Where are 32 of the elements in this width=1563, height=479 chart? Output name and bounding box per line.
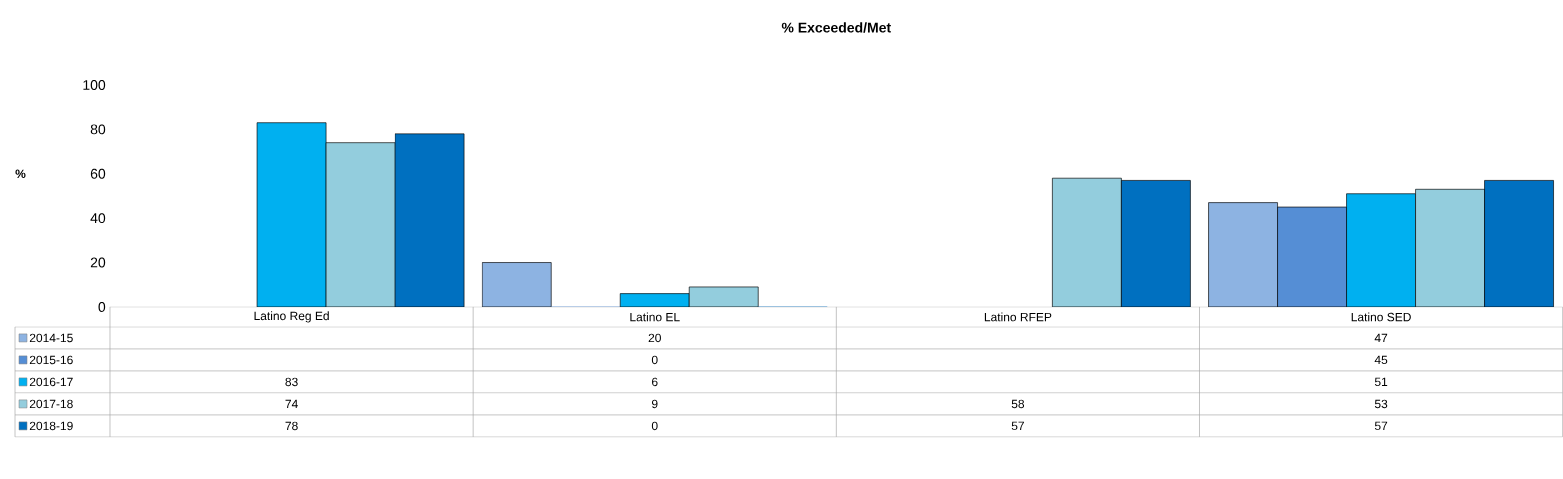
data-label: 51 (1374, 377, 1388, 387)
data-label: 78 (285, 421, 298, 431)
data-label: 74 (285, 399, 298, 409)
legend-label: 2016-17 (29, 377, 73, 387)
chart-title: % Exceeded/Met (781, 22, 891, 33)
x-tick-label: Latino Reg Ed (254, 311, 329, 323)
legend-label: 2018-19 (29, 421, 73, 431)
data-label: 47 (1374, 333, 1388, 343)
x-tick-label: Latino SED (1351, 312, 1411, 322)
y-tick-label: 0 (98, 302, 106, 312)
y-tick-label: 100 (83, 80, 106, 90)
y-tick-label: 60 (90, 168, 106, 179)
data-label: 0 (651, 355, 658, 365)
data-label: 0 (651, 421, 658, 431)
y-tick-label: 80 (90, 124, 106, 135)
data-label: 45 (1374, 355, 1388, 365)
data-label: 6 (652, 377, 658, 387)
legend-label: 2014-15 (29, 333, 73, 343)
data-label: 20 (648, 333, 661, 343)
legend-label: 2015-16 (29, 355, 73, 365)
data-label: 53 (1374, 399, 1388, 409)
data-label: 58 (1011, 399, 1025, 409)
x-tick-label: Latino RFEP (984, 312, 1052, 322)
data-label: 83 (285, 377, 298, 387)
y-tick-label: 40 (90, 213, 106, 224)
data-label: 57 (1011, 421, 1024, 431)
data-label: 9 (651, 399, 658, 409)
x-tick-label: Latino EL (630, 312, 680, 322)
data-label: 57 (1374, 421, 1388, 431)
legend-label: 2017-18 (29, 399, 73, 409)
y-axis-title: % (15, 169, 26, 179)
y-tick-label: 20 (90, 257, 106, 268)
